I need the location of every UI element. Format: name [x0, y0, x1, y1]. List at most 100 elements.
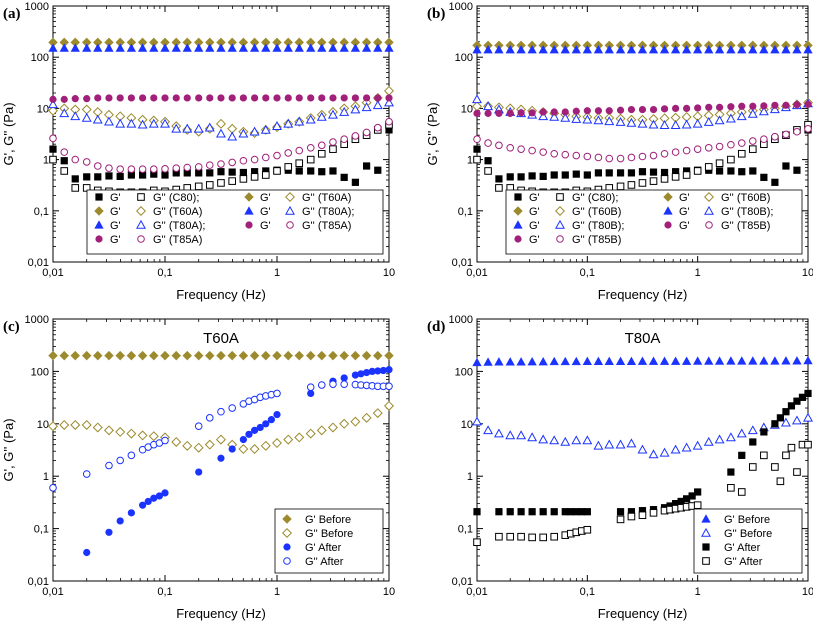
y-tick-label: 1000: [449, 314, 473, 326]
data-point: [340, 173, 348, 181]
data-point: [228, 445, 236, 453]
data-point: [245, 430, 253, 438]
data-point: [727, 167, 735, 175]
data-point: [83, 173, 91, 181]
data-point: [604, 116, 615, 126]
data-point: [116, 94, 124, 102]
data-point: [217, 407, 225, 416]
x-axis-label: Frequency (Hz): [176, 287, 266, 302]
data-point: [572, 151, 581, 160]
x-tick-label: 0,01: [466, 586, 487, 598]
data-point: [340, 135, 348, 144]
x-tick-label: 0,1: [580, 586, 595, 598]
data-point: [561, 150, 570, 159]
data-point: [582, 114, 593, 124]
data-point: [194, 163, 203, 171]
data-point: [340, 380, 348, 388]
legend-label: G'' Before: [724, 528, 772, 540]
data-point: [473, 109, 481, 117]
legend-label: G'' (T80B);: [721, 206, 774, 218]
data-point: [692, 118, 703, 128]
data-point: [92, 422, 103, 433]
data-point: [104, 350, 114, 361]
data-point: [105, 461, 113, 470]
plot-frame: [476, 318, 809, 582]
data-point: [317, 350, 327, 361]
data-point: [103, 116, 114, 126]
data-point: [139, 501, 147, 509]
data-point: [638, 168, 647, 176]
y-tick-label: 0,1: [34, 206, 49, 218]
data-point: [626, 356, 637, 366]
data-point: [361, 43, 372, 52]
data-point: [726, 356, 736, 365]
data-point: [238, 43, 249, 52]
legend-marker: [285, 192, 295, 202]
data-point: [605, 107, 613, 115]
data-point: [49, 145, 57, 153]
data-point: [615, 439, 626, 449]
legend-marker: [513, 206, 523, 216]
x-tick-label: 1: [695, 586, 701, 598]
legend-marker: [137, 193, 145, 201]
data-point: [682, 171, 691, 179]
data-point: [205, 350, 215, 361]
data-point: [681, 44, 692, 54]
data-point: [294, 432, 305, 443]
legend-marker: [282, 528, 292, 538]
data-point: [149, 350, 159, 361]
data-point: [506, 532, 515, 541]
y-tick-label: 0,01: [28, 257, 49, 269]
legend-label: G'' (T80B);: [572, 220, 625, 232]
data-point: [228, 168, 236, 176]
data-point: [560, 44, 570, 54]
data-point: [250, 173, 259, 181]
data-point: [284, 149, 293, 157]
legend-label: G'' (T85A): [302, 220, 351, 232]
legend-marker: [555, 206, 565, 216]
legend-label: G': [679, 206, 690, 218]
data-point: [484, 167, 492, 175]
series: [49, 117, 393, 173]
data-point: [283, 118, 294, 128]
data-point: [139, 94, 147, 102]
data-point: [59, 43, 69, 52]
data-point: [604, 356, 614, 366]
data-point: [104, 43, 114, 52]
data-point: [329, 145, 337, 153]
data-point: [747, 425, 758, 435]
data-point: [261, 153, 270, 162]
data-point: [149, 165, 158, 173]
data-point: [328, 350, 338, 361]
data-point: [194, 182, 203, 191]
data-point: [493, 428, 504, 438]
legend-marker: [283, 557, 291, 565]
y-tick-label: 100: [31, 52, 49, 64]
data-point: [160, 350, 170, 361]
data-point: [227, 43, 237, 52]
data-point: [780, 417, 791, 427]
legend-marker: [702, 557, 710, 565]
legend-label: G' After: [724, 542, 761, 554]
y-tick-label: 10: [37, 419, 49, 431]
data-point: [472, 357, 482, 367]
data-point: [327, 109, 338, 119]
data-point: [273, 410, 281, 419]
data-point: [748, 356, 758, 365]
data-point: [361, 350, 372, 361]
data-point: [329, 94, 337, 102]
y-tick-label: 1000: [25, 1, 49, 13]
data-point: [115, 350, 125, 361]
data-point: [495, 184, 503, 192]
legend-label: G': [260, 192, 271, 204]
data-point: [317, 141, 326, 150]
data-point: [339, 106, 350, 116]
data-point: [329, 380, 337, 388]
data-point: [804, 124, 812, 133]
data-point: [239, 435, 247, 444]
legend-label: G'' After: [305, 556, 344, 568]
x-tick-label: 10: [383, 267, 395, 279]
data-point: [137, 43, 148, 52]
data-point: [649, 105, 658, 114]
